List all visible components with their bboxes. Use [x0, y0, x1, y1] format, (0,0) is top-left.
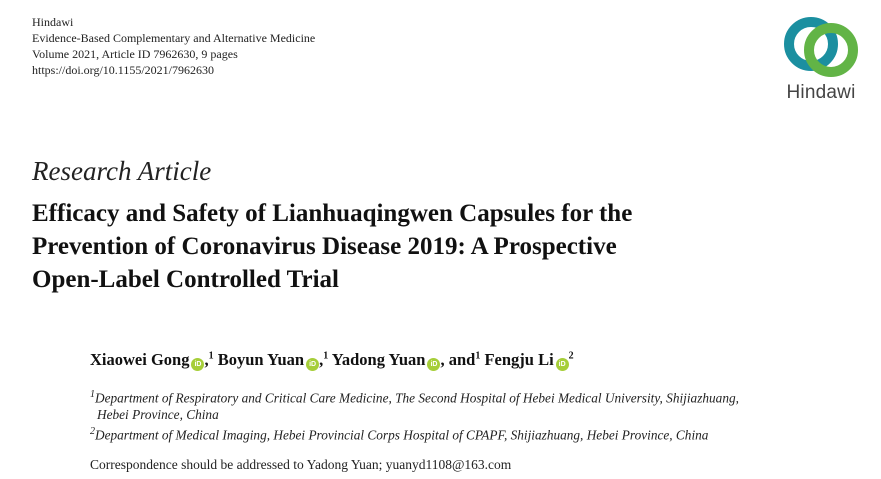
hindawi-logo: Hindawi: [776, 14, 866, 106]
orcid-icon[interactable]: iD: [306, 358, 320, 371]
author-separator: , and: [440, 350, 476, 369]
author-name[interactable]: Yadong Yuan: [331, 350, 426, 369]
author-name[interactable]: Boyun Yuan: [217, 350, 305, 369]
logo-text: Hindawi: [786, 82, 856, 103]
doi-link[interactable]: https://doi.org/10.1155/2021/7962630: [32, 63, 215, 77]
affiliations: 1Department of Respiratory and Critical …: [90, 386, 850, 444]
orcid-icon[interactable]: iD: [191, 358, 205, 371]
affiliation-text: Department of Respiratory and Critical C…: [95, 390, 739, 406]
affiliation: 2Department of Medical Imaging, Hebei Pr…: [90, 423, 850, 443]
author-list: Xiaowei Gong iD ,1 Boyun Yuan iD ,1 Yadong Y…: [90, 350, 574, 371]
orcid-icon[interactable]: iD: [555, 358, 569, 371]
affiliation-sup: 2: [90, 426, 95, 438]
affiliation-continuation: Hebei Province, China: [97, 407, 219, 423]
author-affiliation-sup: 1: [323, 350, 329, 362]
author-separator: ,: [204, 350, 209, 369]
author-name[interactable]: Fengju Li: [484, 350, 554, 369]
journal-name: Evidence-Based Complementary and Alterna…: [32, 31, 316, 45]
correspondence: Correspondence should be addressed to Ya…: [90, 457, 512, 472]
author-affiliation-sup: 1: [208, 350, 214, 362]
title-line: Efficacy and Safety of Lianhuaqingwen Ca…: [32, 200, 633, 227]
publisher-name: Hindawi: [32, 15, 74, 29]
article-type: Research Article: [32, 156, 212, 186]
affiliation-sup: 1: [90, 389, 95, 400]
title-line: Open-Label Controlled Trial: [32, 266, 339, 293]
volume-line: Volume 2021, Article ID 7962630, 9 pages: [32, 47, 238, 61]
journal-info: Hindawi Evidence-Based Complementary and…: [32, 14, 315, 78]
hindawi-logo-icon: [784, 17, 858, 77]
title-line: Prevention of Coronavirus Disease 2019: …: [32, 233, 617, 260]
author-affiliation-sup: 1: [475, 350, 481, 362]
article-title: Efficacy and Safety of Lianhuaqingwen Ca…: [32, 197, 852, 296]
affiliation: 1Department of Respiratory and Critical …: [90, 386, 850, 406]
author-affiliation-sup: 2: [568, 350, 574, 362]
affiliation-text: Department of Medical Imaging, Hebei Pro…: [95, 427, 709, 443]
author-separator: ,: [319, 350, 324, 369]
orcid-icon[interactable]: iD: [427, 358, 441, 371]
author-name[interactable]: Xiaowei Gong: [90, 350, 190, 369]
